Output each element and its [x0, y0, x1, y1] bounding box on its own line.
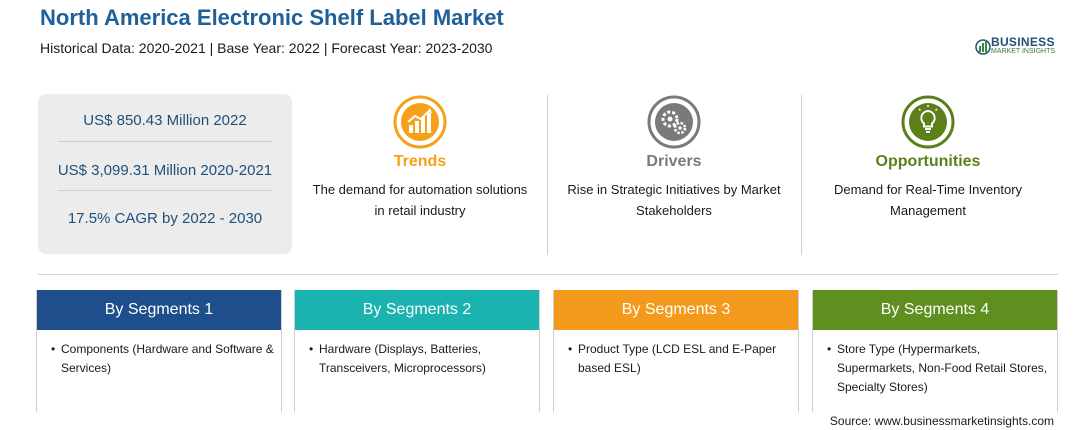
- insight-desc-drivers: Rise in Strategic Initiatives by Market …: [549, 179, 799, 221]
- insight-desc-line: Stakeholders: [636, 203, 712, 218]
- segment-item: • Hardware (Displays, Batteries, Transce…: [295, 330, 539, 378]
- bullet-icon: •: [827, 342, 832, 356]
- market-stats-panel: US$ 850.43 Million 2022 US$ 3,099.31 Mil…: [38, 94, 292, 254]
- insight-title-opportunities: Opportunities: [875, 153, 981, 170]
- column-divider: [801, 95, 802, 255]
- stat-divider: [58, 190, 272, 191]
- segment-item-text: Product Type (LCD ESL and E-Paper based …: [578, 342, 777, 375]
- segment-item: • Store Type (Hypermarkets, Supermarkets…: [813, 330, 1057, 397]
- insight-desc-opportunities: Demand for Real-Time Inventory Managemen…: [803, 179, 1053, 221]
- segment-card-4: By Segments 4 • Store Type (Hypermarkets…: [812, 290, 1058, 412]
- insight-desc-line: Demand for Real-Time Inventory: [833, 182, 1023, 197]
- segment-header: By Segments 3: [554, 290, 798, 330]
- brand-logo: BUSINESS MARKET INSIGHTS: [975, 35, 1065, 59]
- insight-desc-line: Rise in Strategic Initiatives by Market: [567, 182, 781, 197]
- bullet-icon: •: [309, 342, 314, 356]
- source-credit: Source: www.businessmarketinsights.com: [829, 414, 1054, 428]
- bullet-icon: •: [51, 342, 56, 356]
- segment-card-3: By Segments 3 • Product Type (LCD ESL an…: [553, 290, 799, 412]
- insight-title-trends: Trends: [393, 153, 447, 170]
- gears-icon: [647, 95, 701, 149]
- segment-card-1: By Segments 1 • Components (Hardware and…: [36, 290, 282, 412]
- stat-cagr: 17.5% CAGR by 2022 - 2030: [67, 210, 263, 227]
- segment-item: • Components (Hardware and Software & Se…: [37, 330, 281, 378]
- logo-globe-icon: [975, 39, 991, 55]
- logo-wordmark: BUSINESS: [991, 35, 1055, 49]
- lightbulb-icon: [901, 95, 955, 149]
- insight-desc-line: The demand for automation solutions: [312, 182, 528, 197]
- logo-tagline: MARKET INSIGHTS: [991, 48, 1056, 55]
- segment-header: By Segments 2: [295, 290, 539, 330]
- insight-desc-line: in retail industry: [374, 203, 466, 218]
- page-title: North America Electronic Shelf Label Mar…: [40, 5, 504, 30]
- stat-market-value-2022: US$ 850.43 Million 2022: [83, 112, 247, 129]
- segment-item-text: Hardware (Displays, Batteries, Transceiv…: [319, 342, 486, 375]
- stat-divider: [58, 141, 272, 142]
- insight-desc-line: Management: [890, 203, 966, 218]
- segment-header: By Segments 4: [813, 290, 1057, 330]
- segment-card-2: By Segments 2 • Hardware (Displays, Batt…: [294, 290, 540, 412]
- insight-opportunities: Opportunities Demand for Real-Time Inven…: [803, 95, 1053, 221]
- bullet-icon: •: [568, 342, 573, 356]
- segment-item-text: Store Type (Hypermarkets, Supermarkets, …: [837, 342, 1048, 394]
- trend-chart-icon: [393, 95, 447, 149]
- insight-trends: Trends The demand for automation solutio…: [295, 95, 545, 221]
- segment-header: By Segments 1: [37, 290, 281, 330]
- section-divider: [38, 274, 1058, 275]
- column-divider: [547, 95, 548, 255]
- segment-item-text: Components (Hardware and Software & Serv…: [61, 342, 274, 375]
- page-subtitle: Historical Data: 2020-2021 | Base Year: …: [40, 40, 493, 56]
- stat-market-value-historical: US$ 3,099.31 Million 2020-2021: [57, 162, 273, 179]
- insight-desc-trends: The demand for automation solutions in r…: [295, 179, 545, 221]
- segment-item: • Product Type (LCD ESL and E-Paper base…: [554, 330, 798, 378]
- insight-drivers: Drivers Rise in Strategic Initiatives by…: [549, 95, 799, 221]
- insight-title-drivers: Drivers: [646, 153, 702, 170]
